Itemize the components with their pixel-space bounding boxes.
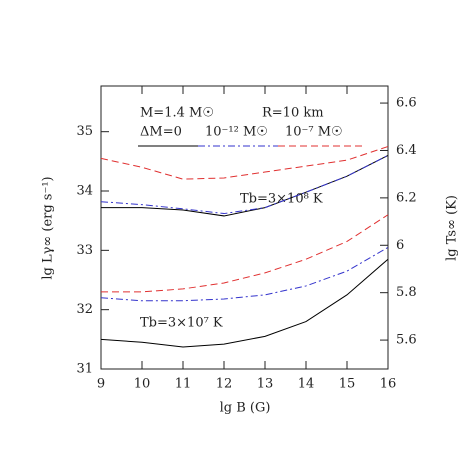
series-line (101, 214, 389, 293)
y2-tick-label: 5.8 (396, 285, 417, 300)
x-tick-label: 11 (175, 377, 192, 392)
annotation: Tb=3×10⁷ K (140, 316, 223, 331)
legend-label: ΔM=0 (140, 125, 182, 140)
y2-tick-label: 6.4 (396, 143, 417, 158)
x-tick-label: 9 (97, 377, 105, 392)
series-line (100, 154, 389, 215)
y2-tick-label: 6.6 (396, 96, 417, 111)
series-line (100, 146, 389, 180)
series-line (101, 154, 389, 217)
y-tick-label: 31 (76, 362, 93, 377)
x-tick-label: 10 (134, 377, 151, 392)
annotation: R=10 km (262, 106, 324, 121)
x-axis-label: lg B (G) (220, 401, 271, 416)
legend-label: 10⁻¹² M☉ (205, 125, 268, 140)
legend-label: 10⁻⁷ M☉ (285, 125, 343, 140)
x-tick-label: 12 (216, 377, 233, 392)
x-tick-label: 14 (298, 377, 315, 392)
series-line (100, 258, 389, 348)
x-tick-label: 13 (257, 377, 274, 392)
x-tick-label: 16 (380, 377, 397, 392)
y2-tick-label: 5.6 (396, 333, 417, 348)
plot-frame (100, 85, 389, 370)
annotation: M=1.4 M☉ (140, 106, 214, 121)
y-tick-label: 33 (76, 243, 93, 258)
annotation: Tb=3×10⁸ K (240, 192, 323, 207)
y-tick-label: 32 (76, 302, 93, 317)
y-tick-label: 35 (76, 124, 93, 139)
y2-tick-label: 6 (396, 238, 404, 253)
series-line (100, 246, 389, 302)
x-tick-label: 15 (339, 377, 356, 392)
y2-tick-label: 6.2 (396, 190, 417, 205)
y-tick-label: 34 (76, 184, 93, 199)
y2-axis-label: lg Ts∞ (K) (445, 195, 460, 261)
y-axis-label: lg Lγ∞ (erg s⁻¹) (41, 176, 56, 279)
